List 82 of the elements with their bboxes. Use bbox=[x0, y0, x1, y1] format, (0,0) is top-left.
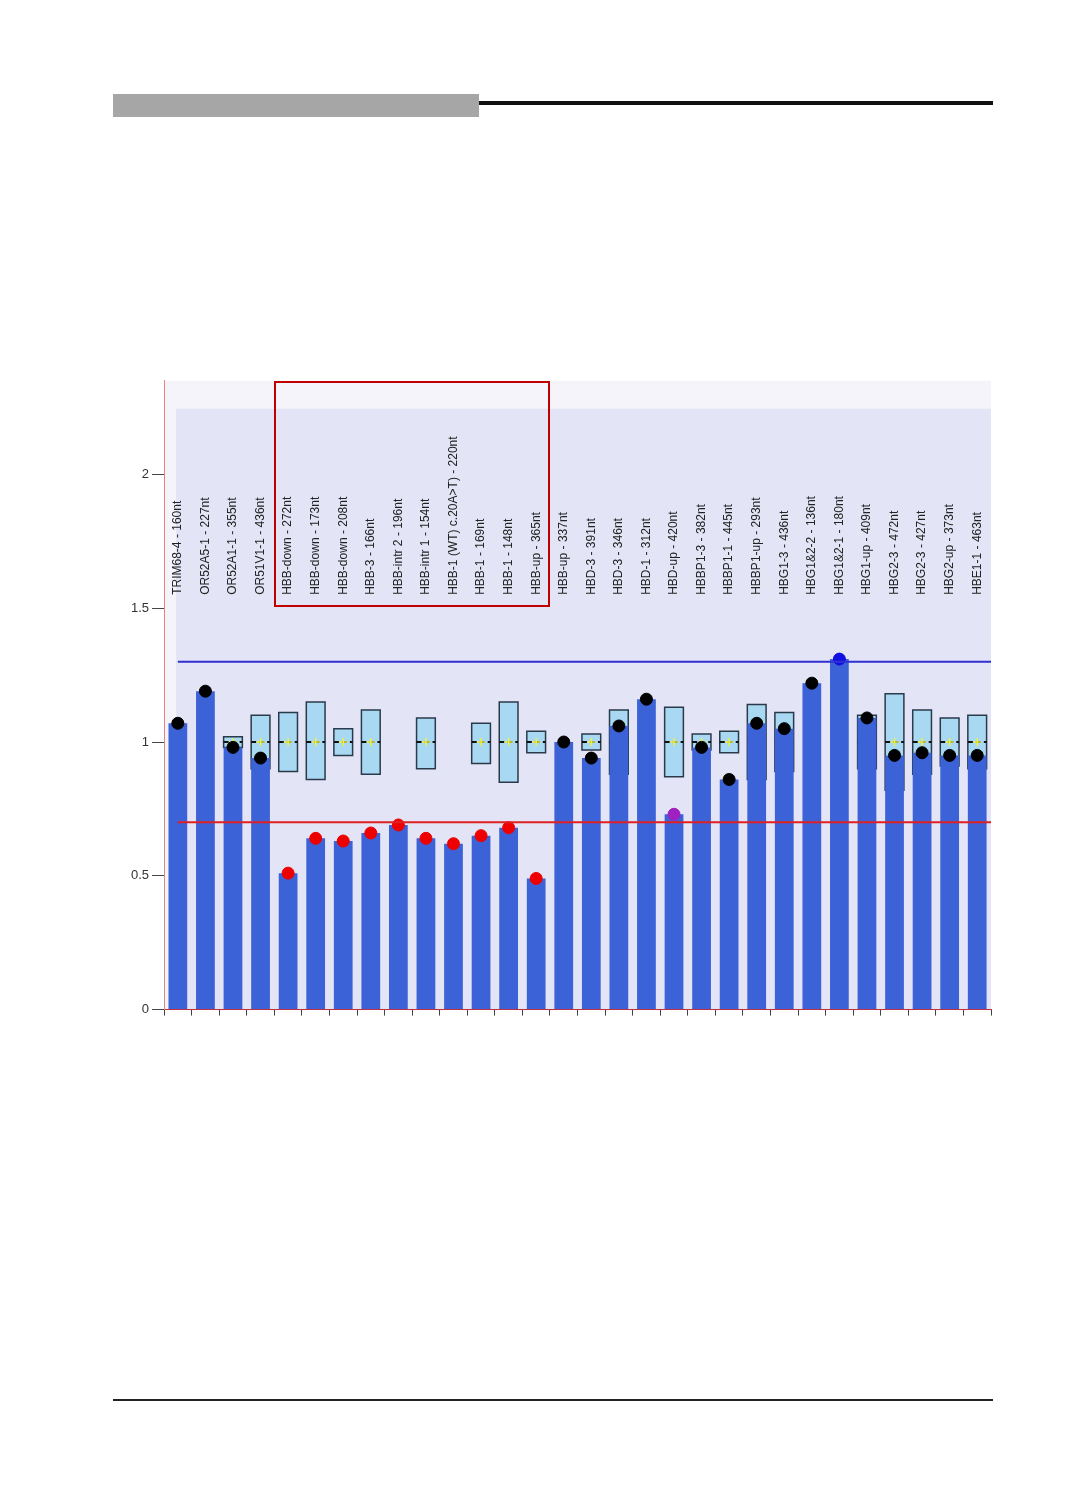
x-tick-label: HBG2-up - 373nt bbox=[941, 503, 956, 595]
x-tick-label: HBG1&2-2 - 136nt bbox=[804, 495, 819, 595]
point bbox=[364, 826, 378, 840]
y-tick-label: 1.5 bbox=[130, 599, 150, 615]
x-tick-label: HBB-1 - 148nt bbox=[500, 518, 515, 595]
point bbox=[777, 722, 791, 736]
bar bbox=[526, 878, 546, 1010]
point bbox=[667, 807, 681, 821]
x-tick-label: OR52A5-1 - 227nt bbox=[197, 496, 212, 595]
x-tick-label: HBG1-up - 409nt bbox=[859, 503, 874, 595]
y-tick-label: 0.5 bbox=[130, 867, 150, 883]
bar bbox=[857, 717, 877, 1010]
bar bbox=[499, 827, 518, 1010]
x-tick-label: HBB-1 - 169nt bbox=[473, 518, 488, 595]
x-tick-label: HBBP1-3 - 382nt bbox=[693, 503, 708, 595]
x-tick-label: HBG2-3 - 427nt bbox=[914, 510, 929, 595]
point bbox=[860, 711, 874, 725]
x-tick-label: HBB-up - 337nt bbox=[556, 511, 571, 595]
x-tick-label: HBB-intr 2 - 196nt bbox=[390, 498, 405, 595]
point bbox=[447, 837, 460, 851]
point bbox=[502, 821, 516, 835]
x-tick-label: HBBP1-1 - 445nt bbox=[721, 503, 736, 595]
bar bbox=[719, 779, 739, 1010]
y-tick-label: 0 bbox=[141, 1001, 150, 1017]
x-tick-label: HBB-down - 272nt bbox=[280, 496, 295, 595]
x-tick-label: OR51V1-1 - 436nt bbox=[252, 496, 267, 595]
point bbox=[309, 831, 323, 845]
point bbox=[171, 716, 185, 730]
bar bbox=[196, 691, 215, 1010]
x-tick-label: HBG2-3 - 472nt bbox=[886, 510, 901, 595]
point bbox=[198, 684, 212, 698]
point bbox=[584, 751, 598, 765]
point bbox=[943, 748, 957, 762]
point bbox=[529, 871, 543, 885]
point bbox=[281, 866, 295, 880]
point bbox=[888, 748, 902, 762]
point bbox=[474, 829, 488, 843]
x-tick-label: HBB-3 - 166nt bbox=[363, 518, 378, 595]
y-tick-label: 1 bbox=[141, 733, 150, 749]
point bbox=[915, 746, 929, 760]
x-tick-label: HBG1-3 - 436nt bbox=[776, 510, 791, 595]
point bbox=[254, 751, 268, 765]
bar bbox=[581, 758, 601, 1010]
point bbox=[750, 716, 764, 730]
point bbox=[805, 676, 819, 690]
x-tick-label: OR52A1-1 - 355nt bbox=[225, 496, 240, 595]
x-tick-label: HBBP1-up - 293nt bbox=[749, 496, 764, 595]
bar bbox=[637, 699, 656, 1010]
x-tick-label: HBB-up - 365nt bbox=[528, 511, 543, 595]
x-tick-label: HBB-down - 208nt bbox=[335, 496, 350, 595]
point bbox=[639, 692, 653, 706]
x-tick-label: HBB-intr 1 - 154nt bbox=[418, 498, 433, 595]
point bbox=[557, 735, 571, 749]
bar bbox=[830, 659, 849, 1010]
x-tick-label: HBB-1 (WT) c.20A>T) - 220nt bbox=[445, 435, 460, 595]
bar bbox=[306, 838, 326, 1010]
bar bbox=[389, 824, 408, 1010]
point bbox=[336, 834, 350, 848]
bar bbox=[802, 683, 822, 1010]
x-tick-label: HBD-up - 420nt bbox=[666, 510, 681, 595]
bar bbox=[278, 873, 298, 1010]
x-tick-label: HBG1&2-1 - 180nt bbox=[831, 495, 846, 595]
bar bbox=[168, 723, 188, 1010]
x-tick-label: HBE1-1 - 463nt bbox=[969, 511, 984, 595]
y-tick-label: 2 bbox=[141, 466, 150, 482]
point bbox=[722, 772, 736, 786]
bar bbox=[471, 835, 491, 1010]
point bbox=[612, 719, 626, 733]
x-tick-label: HBB-down - 173nt bbox=[307, 496, 322, 595]
x-tick-label: TRIM68-4 - 160nt bbox=[170, 500, 185, 595]
point bbox=[970, 748, 984, 762]
bar bbox=[361, 833, 381, 1010]
x-tick-label: HBD-1 - 312nt bbox=[638, 517, 653, 595]
x-tick-label: HBD-3 - 391nt bbox=[583, 517, 598, 595]
bar bbox=[333, 841, 353, 1010]
bar bbox=[444, 843, 463, 1010]
bar bbox=[554, 742, 574, 1010]
bar bbox=[664, 814, 684, 1010]
x-tick-label: HBD-3 - 346nt bbox=[611, 517, 626, 595]
bar bbox=[416, 838, 436, 1010]
point bbox=[419, 831, 433, 845]
point bbox=[226, 740, 240, 754]
